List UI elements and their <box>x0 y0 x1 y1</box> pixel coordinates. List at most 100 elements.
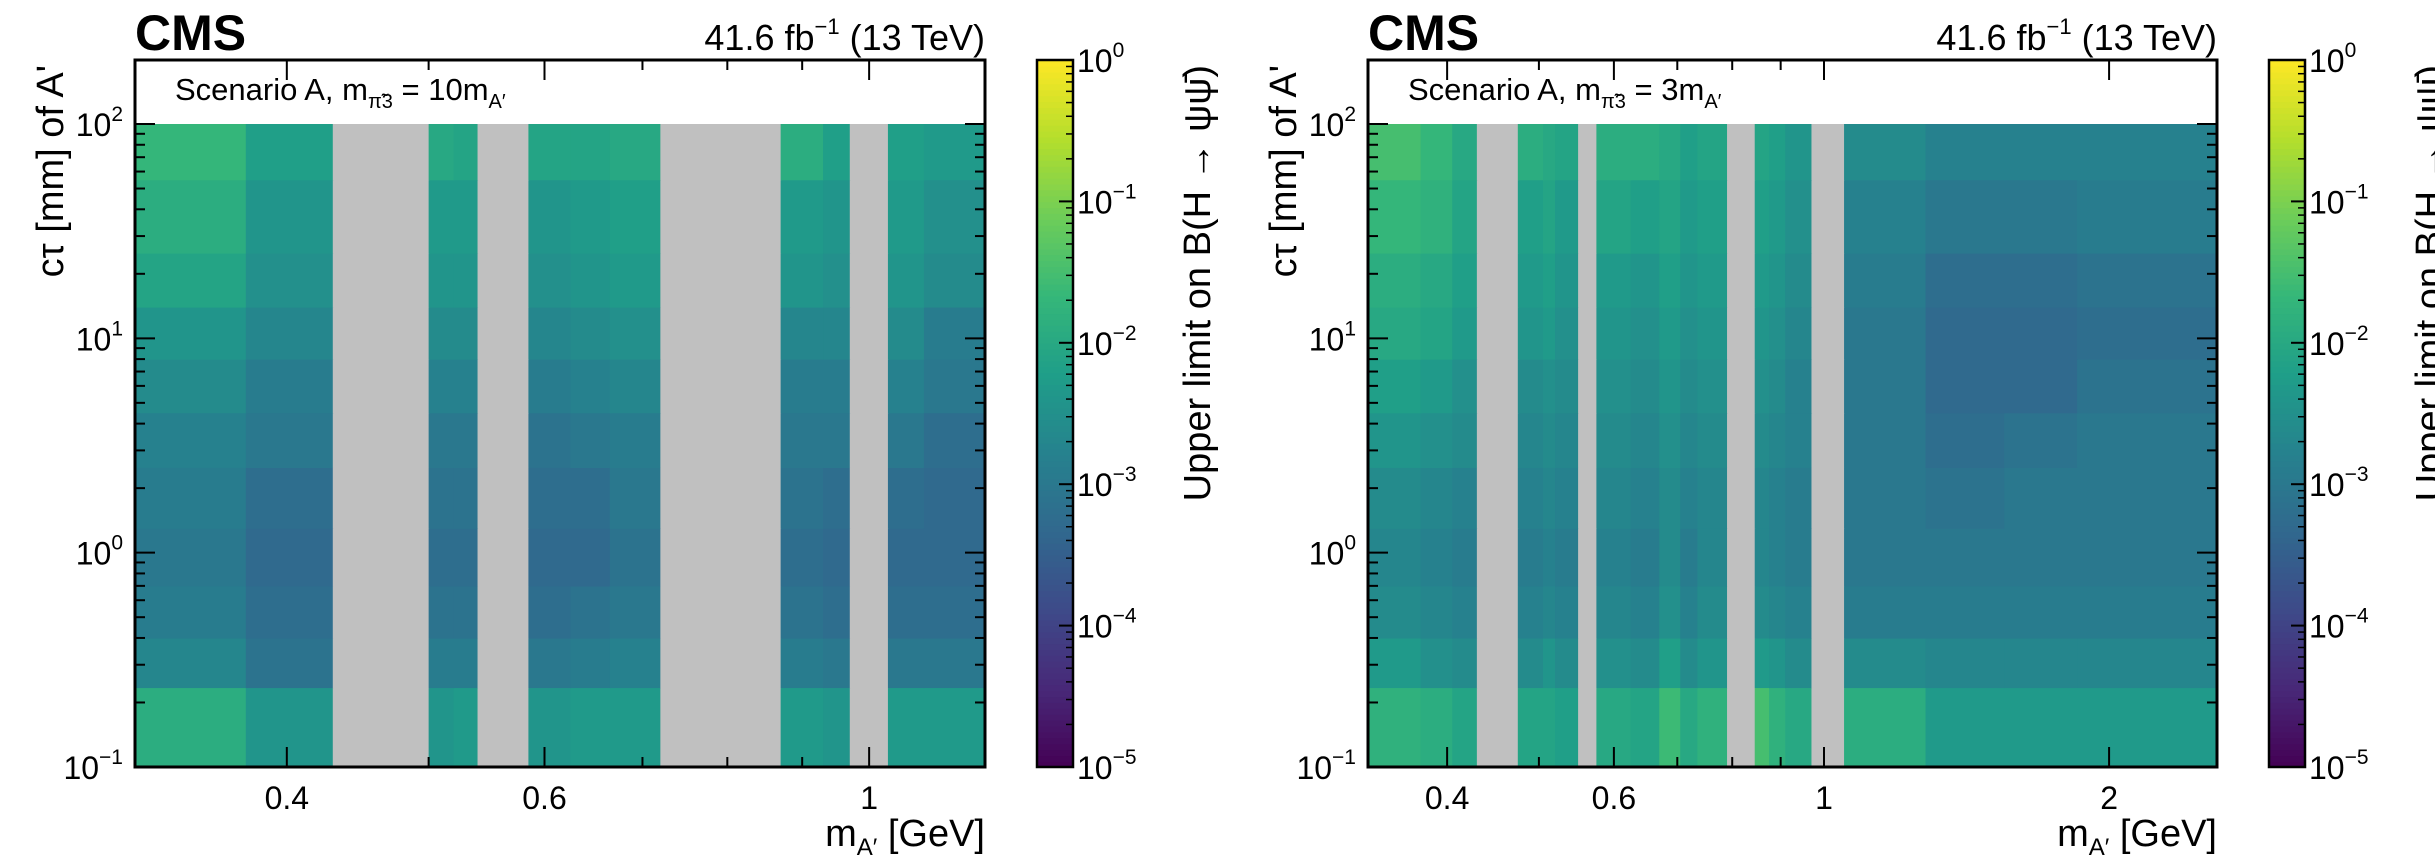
colorbar-segment <box>2269 731 2305 739</box>
colorbar-segment <box>2269 177 2305 185</box>
masked-cell <box>660 585 696 639</box>
heatmap-cell <box>1555 528 1579 587</box>
heatmap-cell <box>1452 585 1478 639</box>
xlabel-sub: A′ <box>2089 834 2110 861</box>
colorbar-segment <box>1037 130 1073 138</box>
heatmap-cell <box>1420 359 1453 414</box>
heatmap-cell <box>1785 179 1813 254</box>
heatmap-cell <box>887 412 925 468</box>
heatmap-cell <box>1596 412 1632 468</box>
masked-cell <box>1811 124 1845 181</box>
heatmap-cell <box>1630 637 1660 689</box>
heatmap-cell <box>1844 412 1927 468</box>
heatmap-cell <box>428 307 455 360</box>
masked-cell <box>660 124 696 181</box>
heatmap-cell <box>1452 467 1478 529</box>
heatmap-cell <box>780 412 824 468</box>
tick-base: 10 <box>1077 184 1113 220</box>
annotation-mid: = 10m <box>393 72 489 107</box>
masked-cell <box>727 307 782 360</box>
colorbar-segment <box>1037 737 1073 745</box>
colorbar-segment <box>1037 531 1073 539</box>
heatmap-cell <box>1596 179 1632 254</box>
heatmap-cell <box>1543 467 1556 529</box>
x-axis-label: mA′ [GeV] <box>2057 813 2217 861</box>
colorbar-segment <box>2269 277 2305 285</box>
masked-cell <box>660 307 696 360</box>
heatmap-cell <box>1517 124 1544 181</box>
tick-exponent: 0 <box>2345 39 2357 62</box>
masked-cell <box>849 359 889 414</box>
colorbar-segment <box>2269 242 2305 250</box>
cms-label: CMS <box>1368 5 1479 61</box>
heatmap-cell <box>1543 253 1556 308</box>
colorbar-segment <box>2269 425 2305 432</box>
colorbar-segment <box>1037 201 1073 209</box>
masked-cell <box>1476 253 1519 308</box>
lumi-value: 41.6 fb <box>1936 17 2046 58</box>
heatmap-cell <box>1452 687 1478 768</box>
colorbar-segment <box>2269 472 2305 480</box>
colorbar-segment <box>2269 301 2305 309</box>
tick-base: 10 <box>1077 43 1113 79</box>
tick-exponent: −5 <box>2345 746 2369 769</box>
heatmap-cell <box>1697 253 1728 308</box>
masked-cell <box>1811 359 1845 414</box>
colorbar-segment <box>1037 207 1073 214</box>
colorbar-segment <box>2269 613 2305 621</box>
x-tick-label: 0.4 <box>1425 780 1469 816</box>
colorbar-segment <box>1037 124 1073 132</box>
masked-cell <box>477 637 530 689</box>
heatmap-cell <box>780 528 824 587</box>
colorbar-segment <box>2269 148 2305 156</box>
colorbar-segment <box>2269 189 2305 197</box>
colorbar-segment <box>2269 260 2305 268</box>
masked-cell <box>477 307 530 360</box>
colorbar-segment <box>1037 719 1073 727</box>
heatmap-cell <box>2077 637 2218 689</box>
heatmap-cell <box>609 359 661 414</box>
tick-exponent: −1 <box>99 746 123 769</box>
heatmap-cell <box>1555 359 1579 414</box>
heatmap-cell <box>570 637 611 689</box>
heatmap-cell <box>1925 687 2005 768</box>
heatmap-cell <box>135 528 247 587</box>
colorbar-segment <box>1037 60 1073 67</box>
heatmap-cell <box>1543 359 1556 414</box>
colorbar-segment <box>2269 319 2305 326</box>
masked-cell <box>477 467 530 529</box>
heatmap-cell <box>923 528 986 587</box>
colorbar-segment <box>1037 277 1073 285</box>
heatmap-cell <box>528 412 572 468</box>
colorbar-segment <box>2269 637 2305 645</box>
colorbar-segment <box>2269 578 2305 586</box>
colorbar-segment <box>2269 737 2305 745</box>
scenario-annotation: Scenario A, mπ̃3 = 10mA′ <box>175 72 506 113</box>
heatmap-cell <box>453 359 479 414</box>
heatmap-cell <box>1844 528 1927 587</box>
heatmap-cell <box>1630 124 1660 181</box>
colorbar-segment <box>2269 631 2305 639</box>
heatmap-cell <box>1785 253 1813 308</box>
heatmap-cell <box>1769 359 1786 414</box>
colorbar-segment <box>1037 313 1073 321</box>
heatmap-cell <box>2077 253 2218 308</box>
masked-cell <box>1811 687 1845 768</box>
masked-cell <box>332 687 430 768</box>
heatmap-cell <box>923 179 986 254</box>
masked-cell <box>332 467 430 529</box>
annotation-mid: = 3m <box>1626 72 1704 107</box>
heatmap-cell <box>1697 124 1728 181</box>
masked-cell <box>332 528 430 587</box>
colorbar-segment <box>1037 407 1073 415</box>
heatmap-cell <box>1925 179 2005 254</box>
masked-cell <box>660 637 696 689</box>
heatmap-cell <box>1697 528 1728 587</box>
colorbar-segment <box>2269 660 2305 668</box>
colorbar-segment <box>1037 713 1073 721</box>
heatmap-cell <box>428 412 455 468</box>
tick-base: 10 <box>2309 609 2345 645</box>
energy-label: (13 TeV) <box>840 17 985 58</box>
heatmap-cell <box>1769 585 1786 639</box>
colorbar-segment <box>2269 77 2305 85</box>
